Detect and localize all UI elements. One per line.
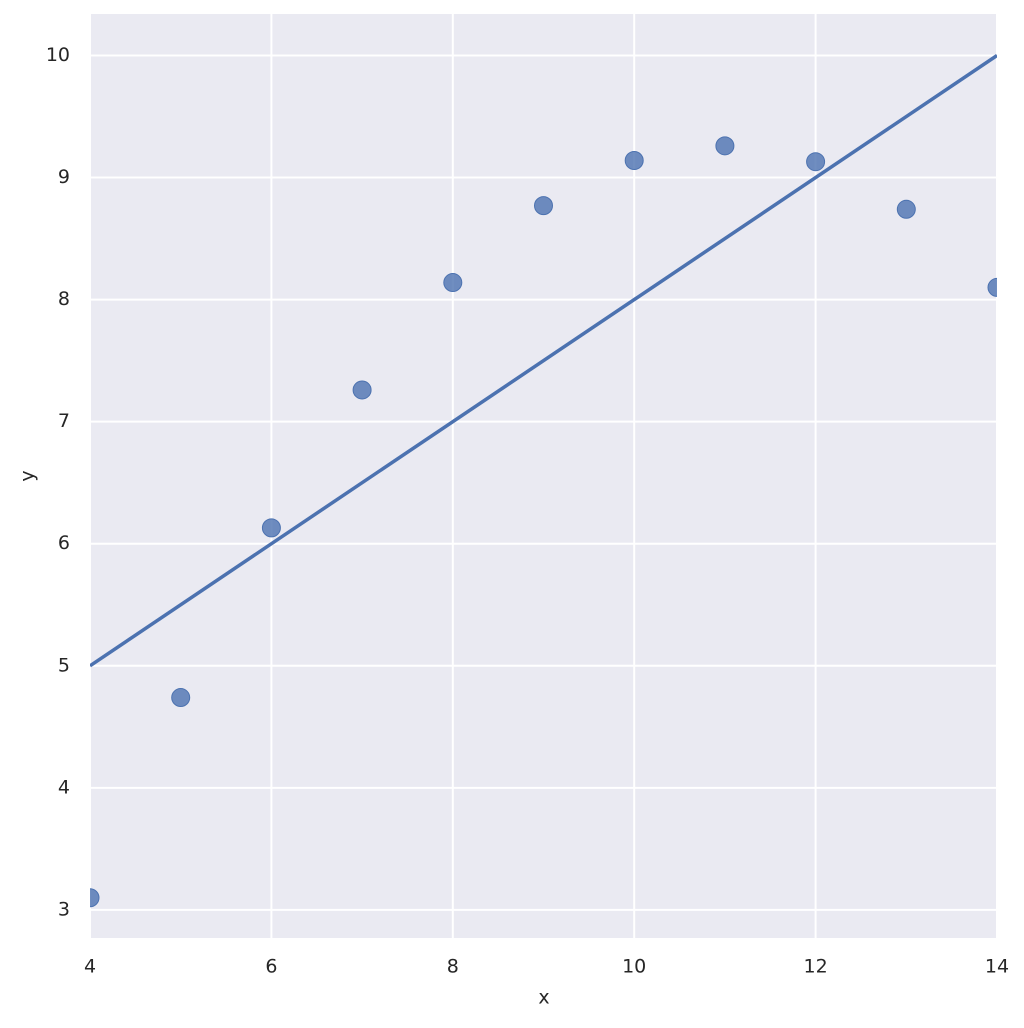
point: [806, 152, 826, 172]
y-tick-label: 3: [58, 898, 70, 920]
point: [896, 199, 916, 219]
point: [352, 380, 372, 400]
point: [261, 518, 281, 538]
x-tick-label: 8: [447, 956, 459, 978]
y-tick-label: 7: [58, 410, 70, 432]
point: [443, 273, 463, 293]
point: [534, 196, 553, 216]
x-tick-label: 14: [985, 956, 1009, 978]
point: [987, 277, 997, 297]
point: [171, 688, 191, 708]
plot-area: [90, 14, 997, 938]
x-tick-label: 10: [622, 956, 646, 978]
x-tick-label: 12: [804, 956, 828, 978]
y-tick-label: 10: [46, 44, 70, 66]
regression-line: [90, 54, 997, 668]
point: [624, 150, 644, 170]
y-tick-label: 6: [58, 532, 70, 554]
y-tick-label: 8: [58, 288, 70, 310]
x-tick-label: 4: [84, 956, 96, 978]
y-tick-label: 4: [58, 776, 70, 798]
y-axis-label: y: [17, 470, 39, 481]
y-tick-label: 9: [58, 166, 70, 188]
x-axis-label: x: [538, 987, 549, 1009]
x-tick-label: 6: [265, 956, 277, 978]
point: [715, 136, 735, 156]
y-tick-label: 5: [58, 654, 70, 676]
point: [90, 888, 100, 908]
